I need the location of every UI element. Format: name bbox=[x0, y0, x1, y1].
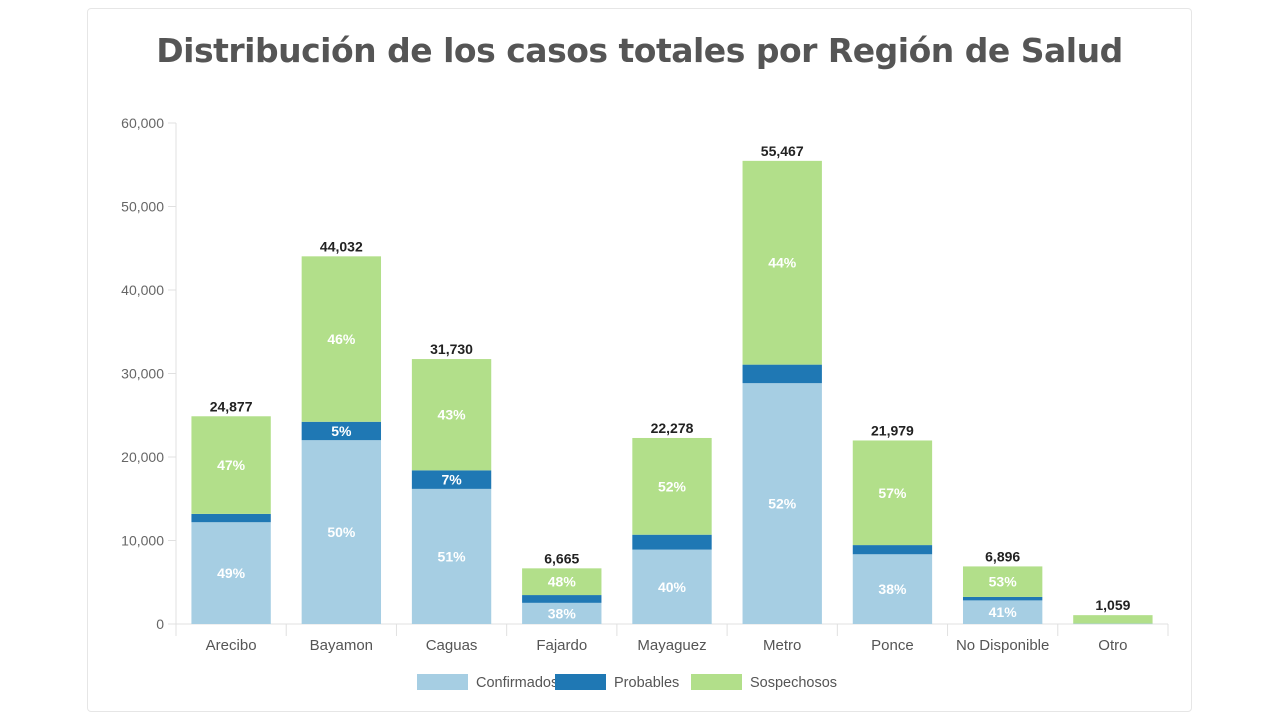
legend-swatch-probables bbox=[555, 674, 606, 690]
percent-label: 47% bbox=[217, 457, 246, 473]
percent-label: 53% bbox=[989, 574, 1018, 590]
bar-segment-probables bbox=[962, 596, 1043, 601]
bar-segment-probables bbox=[191, 513, 271, 523]
bar-segment-probables bbox=[411, 470, 492, 489]
percent-label: 52% bbox=[768, 496, 797, 512]
bar-segment-sospechosos bbox=[522, 568, 602, 596]
x-tick-label: Fajardo bbox=[536, 637, 587, 654]
bar-segment-sospechosos bbox=[1073, 615, 1153, 624]
total-label: 24,877 bbox=[210, 398, 253, 414]
percent-label: 57% bbox=[878, 485, 907, 501]
x-tick-label: Otro bbox=[1098, 637, 1127, 654]
percent-label: 44% bbox=[768, 255, 797, 271]
percent-label: 40% bbox=[658, 579, 687, 595]
percent-label: 48% bbox=[548, 574, 577, 590]
percent-label: 38% bbox=[548, 605, 577, 621]
percent-label: 52% bbox=[658, 478, 687, 494]
bar-segment-probables bbox=[852, 545, 933, 555]
bar-segment-probables bbox=[301, 421, 382, 441]
bar-segment-confirmados bbox=[852, 554, 933, 624]
total-label: 44,032 bbox=[320, 238, 363, 254]
percent-label: 38% bbox=[878, 581, 907, 597]
bar-segment-confirmados bbox=[1073, 623, 1153, 625]
total-label: 55,467 bbox=[761, 143, 804, 159]
percent-label: 7% bbox=[441, 472, 462, 488]
bar-segment-confirmados bbox=[632, 549, 712, 624]
x-tick-label: Metro bbox=[763, 637, 801, 654]
bar-segment-confirmados bbox=[301, 440, 382, 624]
x-tick-label: No Disponible bbox=[956, 637, 1049, 654]
y-tick-label: 0 bbox=[156, 616, 164, 632]
total-label: 31,730 bbox=[430, 341, 473, 357]
legend-label-confirmados: Confirmados bbox=[476, 675, 558, 691]
chart-title: Distribución de los casos totales por Re… bbox=[156, 31, 1123, 70]
bar-segment-confirmados bbox=[962, 600, 1043, 624]
bar-segment-sospechosos bbox=[411, 359, 492, 471]
bars bbox=[191, 160, 1153, 625]
bar-segment-sospechosos bbox=[191, 416, 271, 514]
bar-segment-confirmados bbox=[411, 488, 492, 624]
bar-segment-confirmados bbox=[742, 383, 822, 624]
legend: Confirmados Probables Sospechosos bbox=[417, 674, 837, 691]
total-label: 6,665 bbox=[544, 550, 579, 566]
percent-label: 51% bbox=[438, 548, 467, 564]
y-tick-label: 40,000 bbox=[121, 282, 164, 298]
x-tick-label: Caguas bbox=[426, 637, 478, 654]
percent-label: 50% bbox=[327, 524, 356, 540]
percent-label: 43% bbox=[438, 407, 467, 423]
bar-segment-sospechosos bbox=[632, 437, 712, 535]
legend-label-sospechosos: Sospechosos bbox=[750, 675, 837, 691]
legend-swatch-confirmados bbox=[417, 674, 468, 690]
y-tick-label: 30,000 bbox=[121, 366, 164, 382]
legend-label-probables: Probables bbox=[614, 675, 679, 691]
total-label: 6,896 bbox=[985, 548, 1020, 564]
y-tick-label: 10,000 bbox=[121, 533, 164, 549]
bar-segment-confirmados bbox=[522, 602, 602, 624]
x-tick-label: Mayaguez bbox=[637, 637, 706, 654]
bar-segment-confirmados bbox=[191, 522, 271, 624]
percent-label: 41% bbox=[989, 604, 1018, 620]
y-tick-label: 50,000 bbox=[121, 199, 164, 215]
x-tick-label: Arecibo bbox=[206, 637, 257, 654]
bar-segment-probables bbox=[632, 534, 712, 550]
total-label: 1,059 bbox=[1095, 597, 1130, 613]
bar-segment-sospechosos bbox=[852, 440, 933, 546]
data-labels: 49% 47% 24,877 50% 5% 46% 44,032 51% 7% 43% 31,730… bbox=[210, 143, 1131, 622]
x-tick-label: Bayamon bbox=[310, 637, 373, 654]
total-label: 21,979 bbox=[871, 422, 914, 438]
y-tick-label: 60,000 bbox=[121, 115, 164, 131]
percent-label: 5% bbox=[331, 423, 352, 439]
bar-segment-sospechosos bbox=[301, 256, 382, 422]
total-label: 22,278 bbox=[651, 420, 694, 436]
percent-label: 49% bbox=[217, 565, 246, 581]
bar-segment-probables bbox=[522, 595, 602, 603]
bar-segment-probables bbox=[742, 364, 822, 384]
bar-segment-sospechosos bbox=[742, 160, 822, 365]
legend-swatch-sospechosos bbox=[691, 674, 742, 690]
percent-label: 46% bbox=[327, 331, 356, 347]
y-tick-label: 20,000 bbox=[121, 449, 164, 465]
bar-segment-sospechosos bbox=[962, 566, 1043, 597]
x-tick-label: Ponce bbox=[871, 637, 914, 654]
